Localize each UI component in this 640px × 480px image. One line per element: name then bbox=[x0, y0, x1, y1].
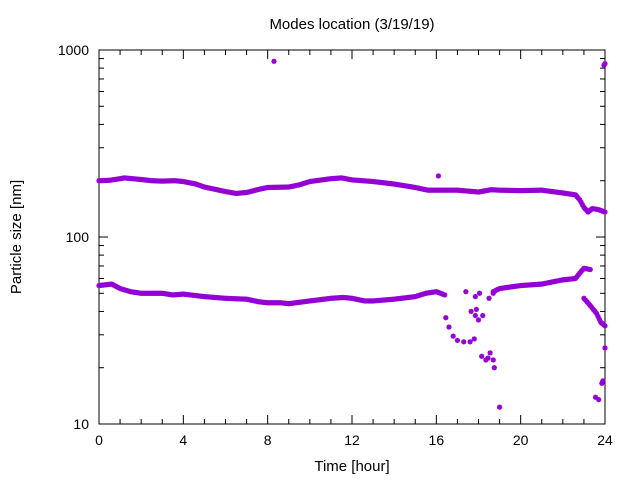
data-point bbox=[602, 323, 608, 329]
data-point bbox=[491, 365, 497, 371]
data-point bbox=[476, 290, 483, 296]
y-tick-label: 1000 bbox=[58, 42, 89, 58]
data-point bbox=[435, 173, 442, 179]
data-points bbox=[96, 58, 608, 410]
data-point bbox=[472, 312, 478, 319]
data-point bbox=[467, 339, 473, 345]
data-point bbox=[496, 404, 503, 410]
x-tick-label: 20 bbox=[513, 432, 529, 448]
data-point bbox=[472, 294, 478, 300]
data-point bbox=[490, 290, 496, 296]
data-point bbox=[471, 336, 477, 342]
data-point bbox=[479, 353, 485, 359]
data-point bbox=[473, 306, 479, 313]
chart-title: Modes location (3/19/19) bbox=[269, 16, 434, 33]
data-point bbox=[271, 58, 277, 64]
data-point bbox=[442, 292, 448, 298]
data-point bbox=[446, 324, 452, 330]
x-tick-label: 4 bbox=[179, 432, 187, 448]
data-point bbox=[443, 315, 449, 321]
data-point bbox=[587, 266, 593, 273]
plot-frame bbox=[98, 49, 606, 425]
data-point bbox=[487, 350, 493, 356]
x-tick-label: 8 bbox=[264, 432, 272, 448]
y-tick-label: 100 bbox=[66, 229, 90, 245]
data-point bbox=[486, 295, 492, 301]
data-point bbox=[600, 378, 606, 384]
x-tick-label: 12 bbox=[344, 432, 360, 448]
x-tick-label: 0 bbox=[95, 432, 103, 448]
data-point bbox=[602, 61, 608, 67]
x-tick-label: 16 bbox=[429, 432, 445, 448]
data-point bbox=[463, 289, 469, 295]
data-point bbox=[596, 397, 602, 403]
data-point bbox=[602, 209, 608, 215]
x-tick-label: 24 bbox=[597, 432, 613, 448]
data-point bbox=[485, 355, 491, 361]
data-point bbox=[602, 345, 608, 351]
data-point bbox=[480, 312, 486, 319]
data-point bbox=[454, 337, 461, 343]
data-point bbox=[595, 313, 601, 320]
data-point bbox=[450, 333, 456, 339]
x-axis-label: Time [hour] bbox=[314, 458, 389, 475]
data-point bbox=[468, 308, 474, 315]
y-axis-label: Particle size [nm] bbox=[8, 180, 25, 294]
data-point bbox=[475, 317, 482, 323]
data-point bbox=[461, 339, 467, 345]
axis-ticks: 0 4 8 12 16 20 24 10 100 1000 bbox=[58, 42, 613, 448]
y-tick-label: 10 bbox=[73, 416, 89, 432]
data-point bbox=[490, 357, 496, 363]
